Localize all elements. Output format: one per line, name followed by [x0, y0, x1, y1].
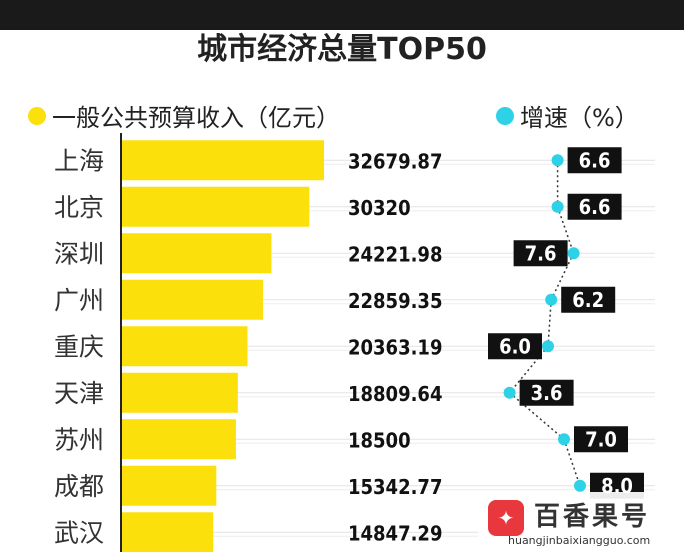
growth-value-label: 6.0: [499, 334, 531, 358]
growth-point: [545, 293, 558, 306]
city-label: 重庆: [54, 332, 104, 361]
growth-point: [551, 200, 564, 213]
growth-value-label: 6.6: [579, 148, 611, 172]
revenue-value-label: 14847.29: [348, 521, 442, 545]
growth-value-box: [574, 426, 628, 453]
growth-value-box: [519, 379, 574, 406]
growth-line-segment: [556, 206, 575, 254]
growth-value-box: [513, 240, 568, 267]
revenue-bar: [121, 233, 272, 274]
cyan-dot-icon: [496, 106, 514, 125]
city-label: 武汉: [54, 518, 104, 547]
revenue-value-label: 22859.35: [348, 289, 442, 313]
growth-point: [542, 340, 554, 353]
city-label: 上海: [54, 146, 104, 175]
city-label: 北京: [54, 193, 104, 222]
revenue-value-label: 24221.98: [348, 242, 442, 266]
revenue-bar: [121, 419, 236, 460]
revenue-value-label: 30320: [348, 196, 411, 220]
growth-point: [503, 386, 516, 399]
watermark: ✦ 百香果号 huangjinbaixiangguo.com: [478, 492, 684, 552]
growth-value-label: 7.6: [525, 241, 557, 265]
growth-value-label: 6.6: [579, 195, 611, 219]
city-label: 广州: [54, 286, 104, 315]
revenue-value-label: 18809.64: [348, 382, 442, 406]
growth-value-label: 6.2: [572, 288, 604, 312]
legend-growth-label: 增速（%）: [520, 104, 639, 132]
watermark-logo-icon: ✦: [488, 500, 524, 536]
revenue-bar: [121, 372, 238, 413]
top-dark-bar: [0, 0, 684, 30]
growth-line-segment: [563, 439, 581, 486]
revenue-bar: [121, 279, 263, 320]
growth-point: [574, 479, 586, 492]
revenue-bar: [121, 512, 214, 552]
legend-growth: 增速（%）: [496, 98, 639, 133]
revenue-value-label: 18500: [348, 428, 411, 452]
city-label: 深圳: [54, 239, 104, 268]
growth-value-label: 7.0: [585, 427, 617, 451]
growth-point: [558, 433, 570, 446]
revenue-value-label: 15342.77: [348, 475, 442, 499]
city-label: 天津: [54, 379, 104, 408]
revenue-bar: [121, 326, 248, 367]
watermark-name: 百香果号: [534, 502, 651, 532]
city-label: 苏州: [54, 425, 104, 454]
city-label: 成都: [54, 472, 104, 501]
growth-line-segment: [547, 299, 552, 347]
growth-value-box: [567, 193, 622, 220]
revenue-value-label: 32679.87: [348, 149, 442, 173]
growth-value-box: [488, 333, 542, 360]
legend-revenue: 一般公共预算收入（亿元）: [28, 98, 340, 133]
legend-revenue-label: 一般公共预算收入（亿元）: [52, 104, 340, 132]
revenue-bar: [121, 140, 324, 181]
growth-value-label: 3.6: [531, 381, 563, 405]
growth-line-segment: [509, 392, 565, 440]
watermark-url: huangjinbaixiangguo.com: [508, 534, 651, 547]
yellow-dot-icon: [28, 106, 46, 125]
growth-value-box: [567, 147, 622, 174]
revenue-bar: [121, 186, 310, 227]
revenue-bar: [121, 465, 217, 506]
revenue-value-label: 20363.19: [348, 335, 442, 359]
chart-title: 城市经济总量TOP50: [197, 32, 487, 67]
growth-value-box: [561, 286, 616, 313]
growth-point: [551, 154, 564, 167]
growth-line-segment: [550, 252, 575, 301]
growth-point: [567, 247, 580, 260]
